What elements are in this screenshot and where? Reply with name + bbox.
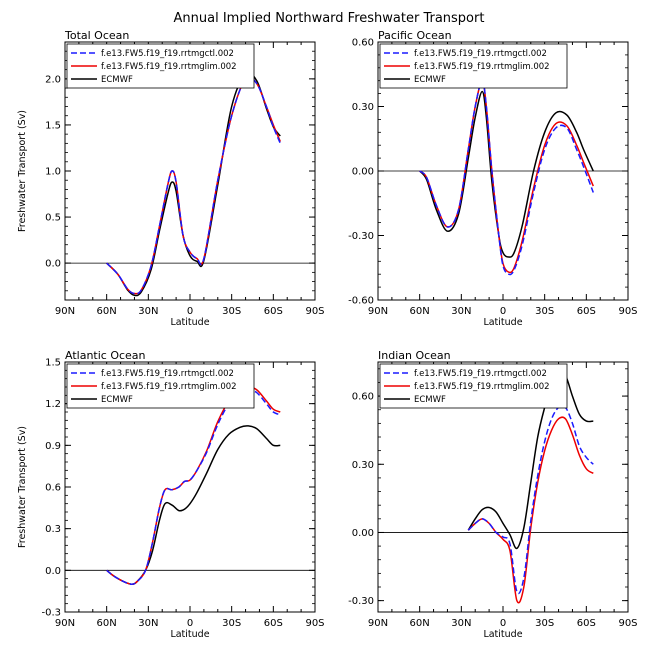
panel-2: Atlantic Ocean 90N 60N 30N 0 30S 60S 90S -0.3 0.0… — [17, 349, 325, 640]
panel-title: Pacific Ocean — [378, 29, 452, 42]
legend-label-0: f.e13.FW5.f19_f19.rrtmgctl.002 — [101, 369, 234, 379]
y-tick-label: 1.5 — [45, 120, 61, 131]
x-tick-label: 30S — [535, 306, 554, 317]
x-axis-label: Latitude — [483, 317, 522, 328]
x-tick-label: 90N — [55, 618, 75, 629]
x-axis-label: Latitude — [170, 317, 209, 328]
plot-frame — [64, 41, 316, 301]
panel-title: Atlantic Ocean — [65, 349, 146, 362]
legend-box — [66, 43, 255, 89]
x-tick-label: 30N — [138, 618, 158, 629]
x-tick-label: 90S — [305, 618, 324, 629]
x-tick-label: 30S — [535, 618, 554, 629]
legend-box — [379, 43, 568, 89]
series-line-2 — [106, 425, 281, 585]
y-tick-label: 0.0 — [45, 259, 61, 270]
y-tick-label: 0.6 — [45, 483, 61, 494]
legend-label-0: f.e13.FW5.f19_f19.rrtmgctl.002 — [101, 49, 234, 59]
y-tick-label: 0.60 — [352, 38, 374, 49]
y-tick-label: 0.60 — [352, 392, 374, 403]
legend-label-0: f.e13.FW5.f19_f19.rrtmgctl.002 — [414, 49, 547, 59]
y-axis-label: Freshwater Transport (Sv) — [17, 426, 28, 548]
panel-title: Indian Ocean — [378, 349, 451, 362]
y-tick-label: 1.5 — [45, 358, 61, 369]
x-tick-label: 60S — [264, 306, 283, 317]
legend-label-2: ECMWF — [414, 75, 446, 85]
x-tick-label: 30S — [222, 618, 241, 629]
x-tick-label: 30S — [222, 306, 241, 317]
legend-label-2: ECMWF — [101, 75, 133, 85]
series-line-0 — [419, 79, 594, 276]
plot-frame — [377, 41, 629, 301]
x-tick-label: 90S — [618, 618, 637, 629]
y-tick-label: 0.3 — [45, 524, 61, 535]
legend-label-2: ECMWF — [414, 395, 446, 405]
x-tick-label: 90N — [55, 306, 75, 317]
series-line-0 — [106, 389, 281, 585]
y-tick-label: 0.5 — [45, 213, 61, 224]
x-tick-label: 60S — [264, 618, 283, 629]
series-line-2 — [106, 71, 281, 297]
series-line-1 — [106, 75, 281, 295]
y-tick-label: 0.0 — [45, 566, 61, 577]
panel-3: Indian Ocean 90N 60N 30N 0 30S 60S 90S -0.30 0.00… — [348, 349, 637, 640]
legend-label-1: f.e13.FW5.f19_f19.rrtmglim.002 — [414, 382, 550, 392]
legend-label-2: ECMWF — [101, 395, 133, 405]
series-line-0 — [467, 404, 594, 595]
panel-0: Total Ocean 90N 60N 30N 0 30S 60S 90S 0.0 0.5 1.0 1… — [17, 29, 325, 328]
legend-label-1: f.e13.FW5.f19_f19.rrtmglim.002 — [414, 62, 550, 72]
x-axis-label: Latitude — [170, 629, 209, 640]
x-tick-label: 0 — [500, 306, 506, 317]
legend-label-0: f.e13.FW5.f19_f19.rrtmgctl.002 — [414, 369, 547, 379]
x-tick-label: 90S — [618, 306, 637, 317]
x-tick-label: 0 — [187, 306, 193, 317]
x-tick-label: 60S — [577, 306, 596, 317]
y-tick-label: 0.30 — [352, 460, 374, 471]
plot-frame — [64, 361, 316, 613]
x-axis-label: Latitude — [483, 629, 522, 640]
x-tick-label: 90N — [368, 618, 388, 629]
legend-label-1: f.e13.FW5.f19_f19.rrtmglim.002 — [101, 62, 237, 72]
y-tick-label: 0.30 — [352, 102, 374, 113]
x-tick-label: 60N — [97, 306, 117, 317]
series-line-1 — [419, 79, 594, 274]
y-tick-label: 1.0 — [45, 167, 61, 178]
y-tick-label: -0.30 — [348, 231, 374, 242]
figure-title: Annual Implied Northward Freshwater Tran… — [174, 11, 485, 26]
x-tick-label: 0 — [187, 618, 193, 629]
panel-1: Pacific Ocean 90N 60N 30N 0 30S 60S 90S -0.60 -0.… — [348, 29, 637, 328]
panel-title: Total Ocean — [64, 29, 129, 42]
y-tick-label: -0.60 — [348, 296, 374, 307]
y-tick-label: -0.3 — [41, 608, 61, 619]
x-tick-label: 60N — [410, 618, 430, 629]
x-tick-label: 90N — [368, 306, 388, 317]
legend-box — [66, 363, 255, 409]
x-tick-label: 90S — [305, 306, 324, 317]
x-tick-label: 0 — [500, 618, 506, 629]
legend-box — [379, 363, 568, 409]
x-tick-label: 30N — [451, 306, 471, 317]
x-tick-label: 60N — [97, 618, 117, 629]
y-tick-label: 0.00 — [352, 528, 374, 539]
plot-frame — [377, 361, 629, 613]
series-line-2 — [467, 371, 594, 550]
series-line-2 — [419, 90, 594, 258]
x-tick-label: 60S — [577, 618, 596, 629]
y-axis-label: Freshwater Transport (Sv) — [17, 110, 28, 232]
legend-label-1: f.e13.FW5.f19_f19.rrtmglim.002 — [101, 382, 237, 392]
x-tick-label: 30N — [138, 306, 158, 317]
x-tick-label: 30N — [451, 618, 471, 629]
x-tick-label: 60N — [410, 306, 430, 317]
series-line-1 — [106, 386, 281, 585]
series-line-1 — [467, 416, 594, 604]
y-tick-label: 2.0 — [45, 74, 61, 85]
y-tick-label: 1.2 — [45, 399, 61, 410]
y-tick-label: 0.00 — [352, 167, 374, 178]
series-line-0 — [106, 75, 281, 295]
y-tick-label: 0.9 — [45, 441, 61, 452]
y-tick-label: -0.30 — [348, 596, 374, 607]
